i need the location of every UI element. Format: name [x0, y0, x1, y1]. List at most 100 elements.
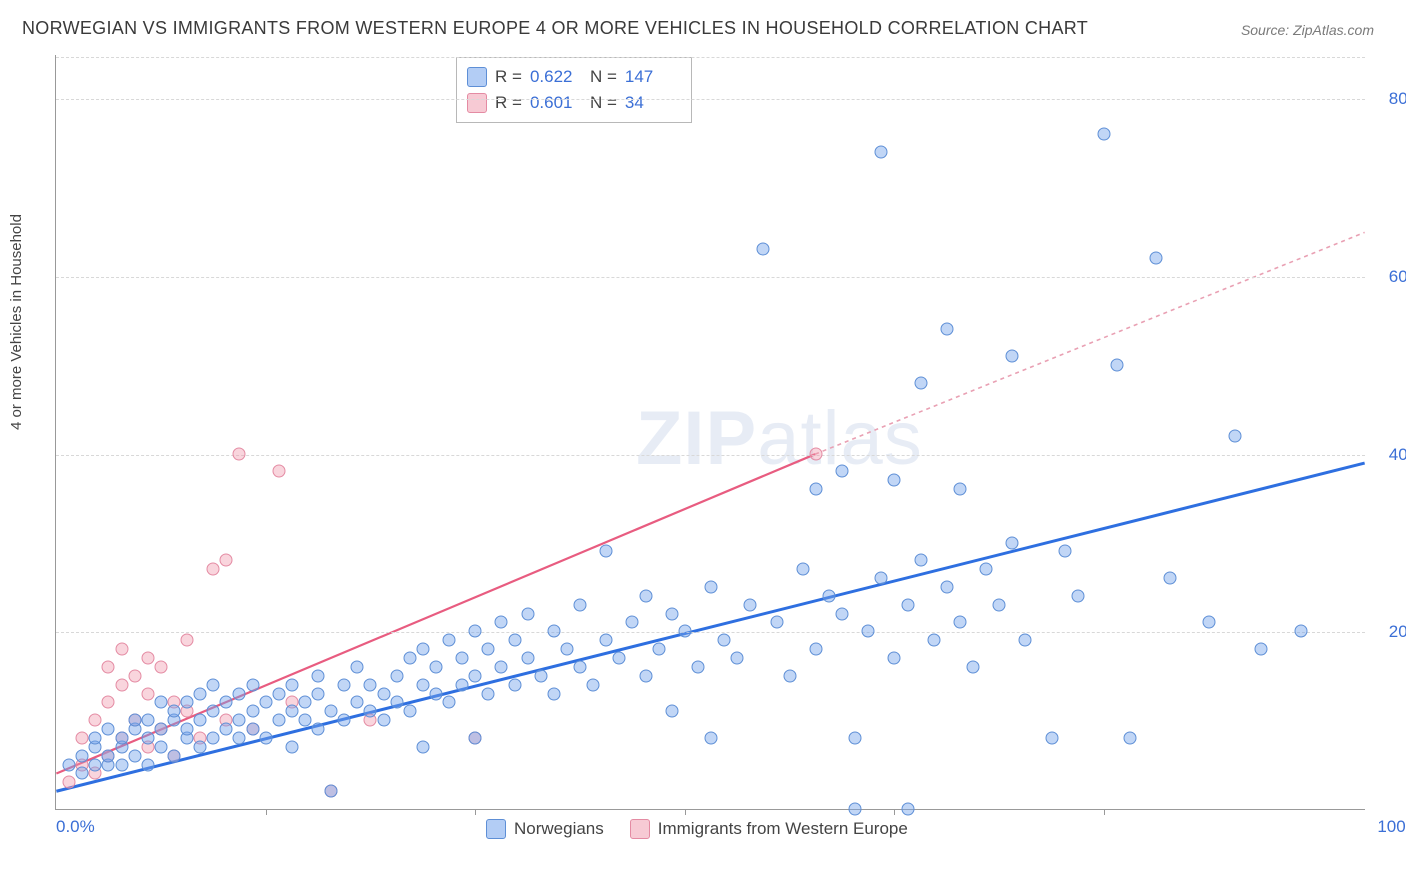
scatter-point [639, 669, 652, 682]
square-icon [467, 67, 487, 87]
chart-title: NORWEGIAN VS IMMIGRANTS FROM WESTERN EUR… [22, 18, 1088, 39]
watermark: ZIPatlas [636, 395, 923, 482]
scatter-point [272, 714, 285, 727]
scatter-point [809, 643, 822, 656]
scatter-point [1098, 127, 1111, 140]
scatter-point [443, 634, 456, 647]
scatter-point [338, 678, 351, 691]
scatter-point [351, 660, 364, 673]
scatter-point [115, 758, 128, 771]
scatter-point [822, 589, 835, 602]
scatter-point [560, 643, 573, 656]
scatter-point [665, 705, 678, 718]
scatter-point [246, 723, 259, 736]
scatter-point [836, 465, 849, 478]
scatter-point [626, 616, 639, 629]
legend-n-label: N = [590, 93, 617, 113]
scatter-point [285, 705, 298, 718]
y-tick-label: 60.0% [1371, 267, 1406, 287]
scatter-point [76, 749, 89, 762]
x-tick-mark [685, 809, 686, 815]
scatter-point [482, 643, 495, 656]
scatter-point [154, 696, 167, 709]
scatter-point [154, 740, 167, 753]
scatter-point [403, 652, 416, 665]
scatter-point [141, 687, 154, 700]
gridline [56, 57, 1365, 58]
scatter-point [1255, 643, 1268, 656]
scatter-point [574, 598, 587, 611]
scatter-point [862, 625, 875, 638]
scatter-point [809, 447, 822, 460]
scatter-point [639, 589, 652, 602]
scatter-point [128, 669, 141, 682]
scatter-point [1124, 731, 1137, 744]
scatter-point [705, 731, 718, 744]
scatter-point [665, 607, 678, 620]
scatter-point [141, 714, 154, 727]
scatter-point [875, 145, 888, 158]
scatter-point [194, 687, 207, 700]
scatter-point [521, 652, 534, 665]
scatter-point [115, 731, 128, 744]
legend-label: Norwegians [514, 819, 604, 839]
scatter-point [298, 714, 311, 727]
scatter-point [888, 652, 901, 665]
scatter-point [259, 696, 272, 709]
scatter-point [181, 723, 194, 736]
gridline [56, 99, 1365, 100]
x-tick-mark [894, 809, 895, 815]
scatter-point [128, 749, 141, 762]
scatter-point [115, 678, 128, 691]
scatter-point [364, 705, 377, 718]
scatter-point [849, 731, 862, 744]
scatter-point [691, 660, 704, 673]
scatter-point [220, 723, 233, 736]
scatter-point [390, 696, 403, 709]
scatter-point [364, 678, 377, 691]
x-tick-min: 0.0% [56, 817, 95, 837]
scatter-point [338, 714, 351, 727]
scatter-point [940, 323, 953, 336]
trend-lines [56, 55, 1365, 809]
source-attribution: Source: ZipAtlas.com [1241, 22, 1374, 38]
legend-n-value: 147 [625, 67, 677, 87]
scatter-point [220, 554, 233, 567]
scatter-point [1202, 616, 1215, 629]
scatter-point [1045, 731, 1058, 744]
scatter-point [1006, 536, 1019, 549]
scatter-point [167, 749, 180, 762]
scatter-point [508, 634, 521, 647]
scatter-point [89, 731, 102, 744]
scatter-point [403, 705, 416, 718]
scatter-point [233, 714, 246, 727]
scatter-point [154, 660, 167, 673]
legend-r-label: R = [495, 93, 522, 113]
scatter-point [141, 731, 154, 744]
scatter-point [809, 483, 822, 496]
scatter-point [416, 643, 429, 656]
scatter-point [587, 678, 600, 691]
scatter-point [731, 652, 744, 665]
legend-item-norwegians: Norwegians [486, 819, 604, 839]
scatter-point [89, 758, 102, 771]
scatter-point [377, 714, 390, 727]
scatter-point [233, 731, 246, 744]
scatter-point [1111, 358, 1124, 371]
stats-legend-row: R =0.622N =147 [467, 64, 677, 90]
scatter-point [1229, 429, 1242, 442]
y-tick-label: 40.0% [1371, 445, 1406, 465]
trend-line [815, 232, 1364, 454]
scatter-point [312, 723, 325, 736]
scatter-point [181, 634, 194, 647]
scatter-point [1071, 589, 1084, 602]
scatter-point [76, 731, 89, 744]
scatter-point [914, 554, 927, 567]
scatter-point [574, 660, 587, 673]
scatter-point [154, 723, 167, 736]
scatter-point [115, 643, 128, 656]
scatter-point [377, 687, 390, 700]
scatter-point [1019, 634, 1032, 647]
scatter-point [547, 687, 560, 700]
scatter-point [534, 669, 547, 682]
